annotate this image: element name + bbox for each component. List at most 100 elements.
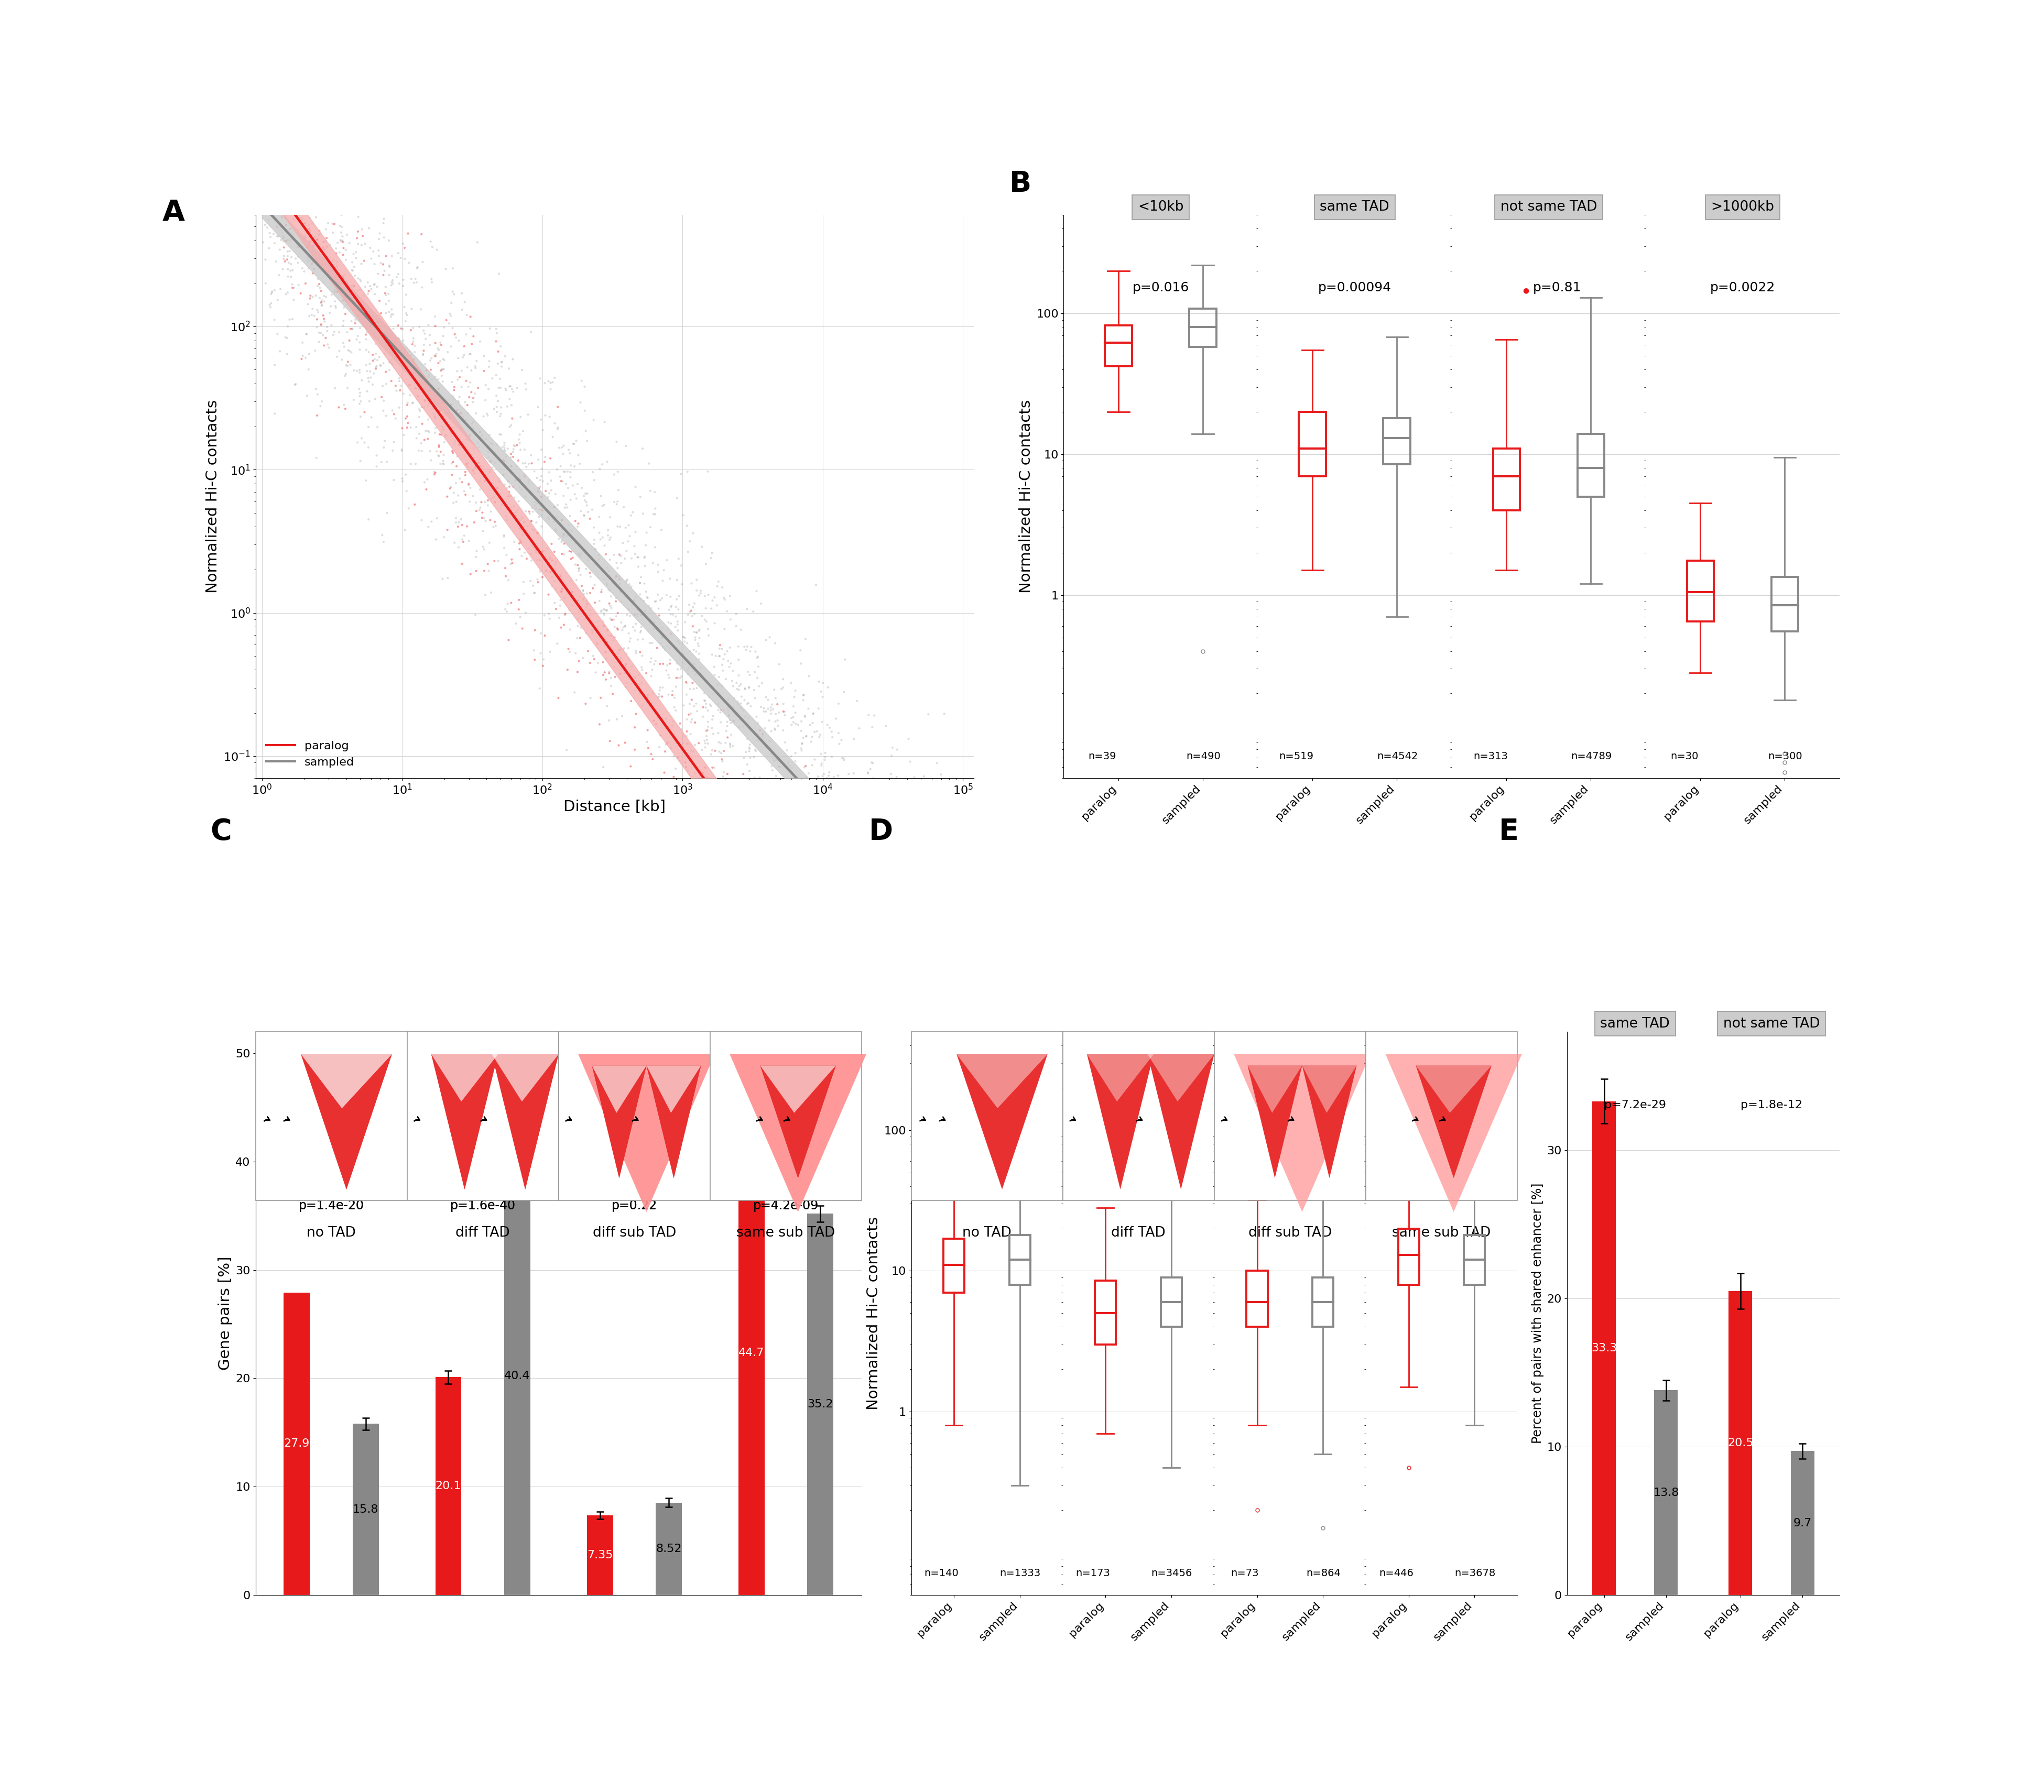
Point bbox=[740, 643, 773, 672]
Point bbox=[832, 760, 865, 788]
Point bbox=[589, 530, 621, 559]
Point bbox=[562, 658, 595, 686]
Point bbox=[936, 839, 969, 867]
Point bbox=[413, 310, 446, 339]
Bar bbox=[1772, 577, 1799, 631]
Point bbox=[724, 694, 756, 722]
Point bbox=[601, 548, 634, 577]
Point bbox=[619, 663, 652, 692]
Point bbox=[364, 351, 397, 380]
Point bbox=[832, 835, 865, 864]
Point bbox=[615, 545, 648, 573]
Point bbox=[397, 314, 429, 342]
Point bbox=[300, 226, 333, 254]
Point bbox=[343, 446, 376, 475]
Point bbox=[820, 842, 852, 871]
Point bbox=[685, 797, 717, 826]
Point bbox=[384, 314, 417, 342]
Point bbox=[533, 403, 566, 432]
Point bbox=[681, 577, 713, 606]
Point bbox=[640, 647, 672, 676]
Point bbox=[460, 453, 493, 482]
Point bbox=[394, 342, 427, 371]
Point bbox=[871, 788, 903, 817]
Point bbox=[591, 570, 623, 599]
Point bbox=[752, 685, 785, 713]
Point bbox=[903, 894, 936, 923]
Point bbox=[497, 378, 529, 407]
Point bbox=[507, 450, 540, 478]
Point bbox=[597, 606, 630, 634]
Point bbox=[574, 649, 607, 677]
Point bbox=[691, 697, 724, 726]
Point bbox=[740, 848, 773, 876]
Point bbox=[814, 713, 846, 742]
Point bbox=[525, 496, 558, 525]
Point bbox=[644, 674, 677, 702]
Point bbox=[758, 683, 791, 711]
Point bbox=[848, 848, 881, 876]
Point bbox=[270, 226, 303, 254]
Point bbox=[697, 801, 730, 830]
Point bbox=[762, 650, 795, 679]
Point bbox=[509, 538, 542, 566]
Point bbox=[343, 265, 376, 294]
Point bbox=[926, 969, 959, 998]
Point bbox=[331, 375, 364, 403]
Point bbox=[695, 706, 728, 735]
Point bbox=[758, 715, 791, 744]
Point bbox=[282, 177, 315, 206]
Point bbox=[495, 545, 527, 573]
Point bbox=[752, 765, 785, 794]
Point bbox=[290, 111, 323, 140]
Point bbox=[282, 233, 315, 262]
Point bbox=[390, 477, 423, 505]
Point bbox=[370, 299, 403, 328]
Point bbox=[863, 853, 895, 882]
Point bbox=[619, 539, 652, 568]
Point bbox=[413, 367, 446, 396]
Point bbox=[352, 434, 384, 462]
Point bbox=[464, 452, 497, 480]
Point bbox=[756, 753, 789, 781]
Point bbox=[370, 448, 403, 477]
Point bbox=[926, 883, 959, 912]
Bar bbox=[1010, 1235, 1030, 1285]
Point bbox=[818, 866, 850, 894]
Point bbox=[268, 247, 300, 276]
Point bbox=[454, 421, 486, 450]
Point bbox=[875, 880, 908, 909]
Point bbox=[609, 652, 642, 681]
Point bbox=[470, 371, 503, 400]
Point bbox=[758, 715, 791, 744]
Point bbox=[517, 572, 550, 600]
Point bbox=[392, 186, 425, 215]
Point bbox=[405, 272, 437, 301]
Point bbox=[564, 539, 597, 568]
Point bbox=[548, 572, 580, 600]
Point bbox=[777, 828, 809, 857]
Point bbox=[272, 262, 305, 290]
Point bbox=[476, 513, 509, 541]
Point bbox=[497, 344, 529, 373]
Point bbox=[719, 797, 752, 826]
Point bbox=[781, 842, 814, 871]
Point bbox=[413, 321, 446, 349]
Point bbox=[501, 375, 533, 403]
Point bbox=[609, 432, 642, 461]
Point bbox=[738, 744, 771, 772]
Point bbox=[268, 222, 300, 251]
Point bbox=[630, 597, 662, 625]
Point bbox=[681, 618, 713, 647]
Point bbox=[470, 400, 503, 428]
Point bbox=[325, 262, 358, 290]
Point bbox=[816, 823, 848, 851]
Point bbox=[619, 616, 652, 645]
Point bbox=[474, 457, 507, 486]
Point bbox=[691, 808, 724, 837]
Point bbox=[940, 982, 973, 1011]
Point bbox=[760, 762, 793, 790]
Point bbox=[358, 237, 390, 265]
Title: not same TAD: not same TAD bbox=[1723, 1016, 1819, 1030]
Point bbox=[814, 788, 846, 817]
